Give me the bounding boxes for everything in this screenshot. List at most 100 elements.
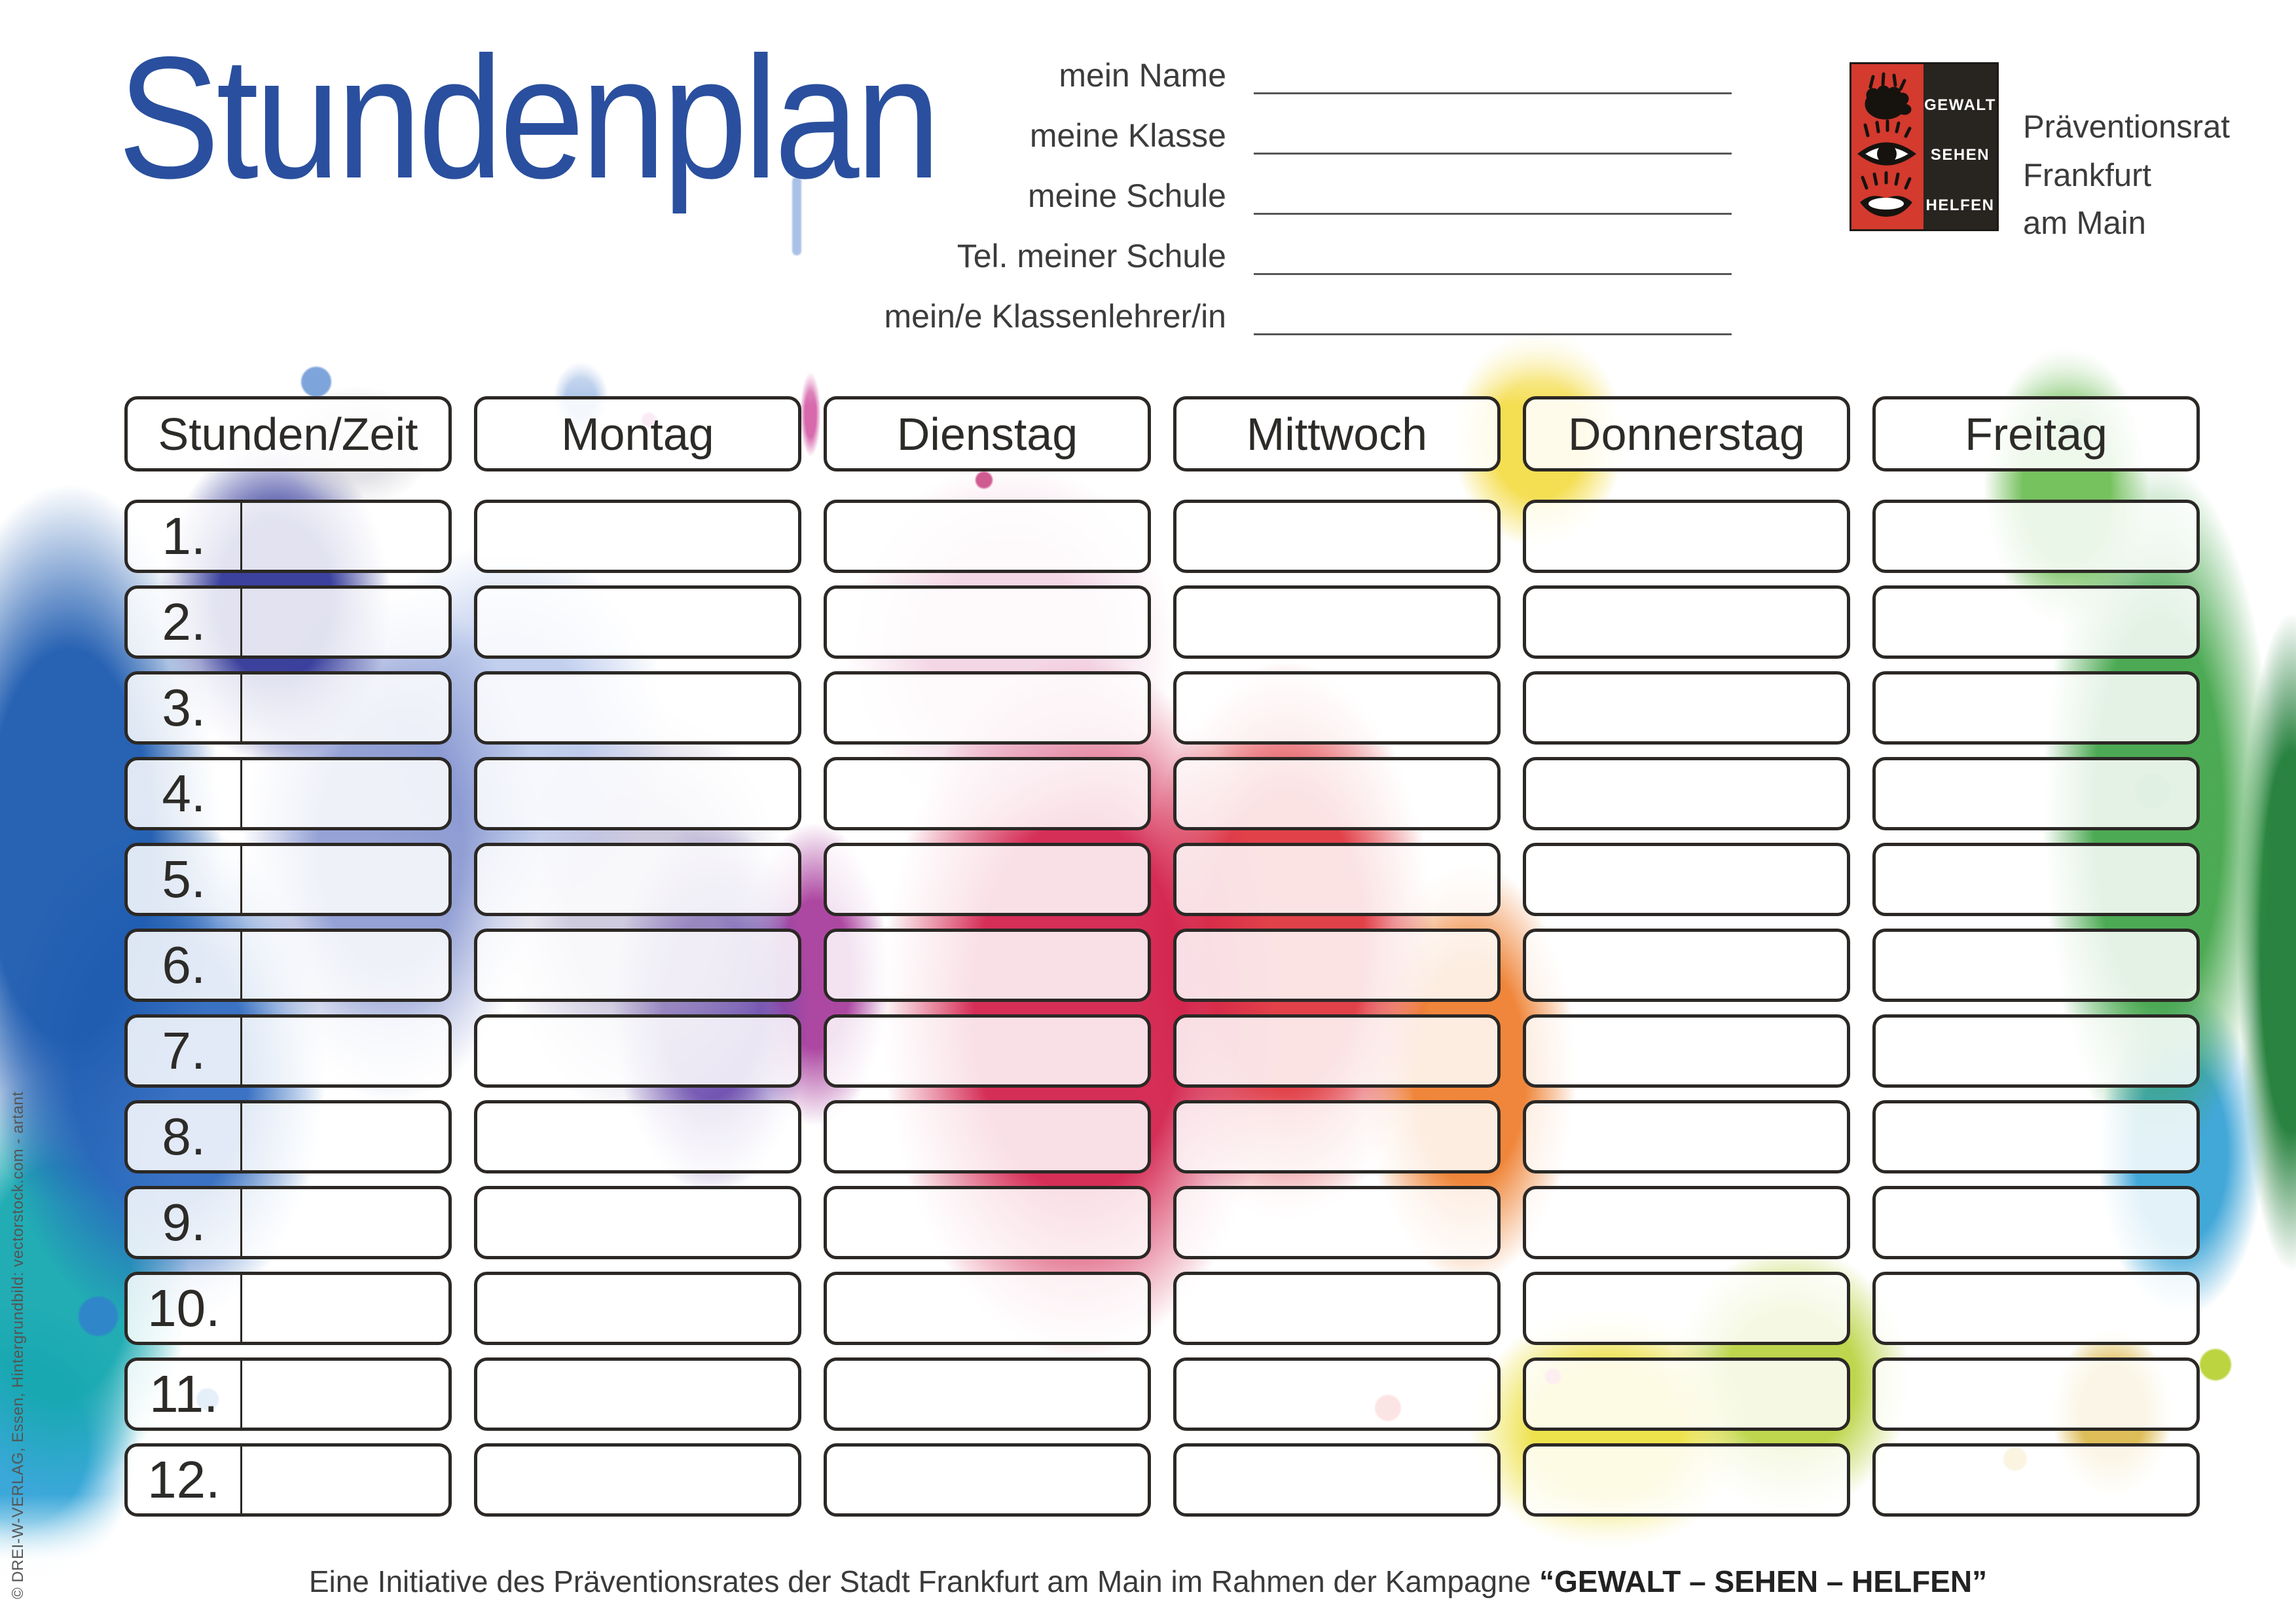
hour-cell-2[interactable]: 2. [124,585,452,659]
cell-freitag-10[interactable] [1872,1272,2200,1345]
cell-freitag-9[interactable] [1872,1186,2200,1259]
cell-dienstag-6[interactable] [824,929,1151,1002]
hour-cell-3[interactable]: 3. [124,671,452,745]
hour-divider [240,1103,242,1170]
cell-mittwoch-12[interactable] [1173,1443,1501,1517]
cell-donnerstag-12[interactable] [1523,1443,1850,1517]
cell-dienstag-2[interactable] [824,585,1151,659]
cell-montag-4[interactable] [474,757,801,830]
cell-mittwoch-2[interactable] [1173,585,1501,659]
school-phone-input-line[interactable] [1254,237,1732,275]
hour-divider [240,1189,242,1256]
cell-montag-12[interactable] [474,1443,801,1517]
hour-divider [240,1275,242,1342]
cell-donnerstag-8[interactable] [1523,1100,1850,1173]
cell-freitag-5[interactable] [1872,843,2200,916]
cell-freitag-12[interactable] [1872,1443,2200,1517]
cell-mittwoch-1[interactable] [1173,500,1501,573]
cell-donnerstag-7[interactable] [1523,1014,1850,1088]
hour-cell-7[interactable]: 7. [124,1014,452,1088]
timetable-grid: 1. 2. 3. 4. 5. 6. 7. 8. 9. 10. 11. 12. [124,500,2200,1517]
form-row-class: meine Klasse [717,117,1732,155]
cell-dienstag-4[interactable] [824,757,1151,830]
form-row-teacher: mein/e Klassenlehrer/in [717,297,1732,335]
logo-black-panel [1923,64,1997,229]
hour-divider [240,674,242,741]
cell-dienstag-3[interactable] [824,671,1151,745]
header-dienstag: Dienstag [824,396,1151,471]
school-input-line[interactable] [1254,177,1732,215]
cell-freitag-3[interactable] [1872,671,2200,745]
teacher-input-line[interactable] [1254,297,1732,335]
cell-mittwoch-10[interactable] [1173,1272,1501,1345]
hour-divider [240,1361,242,1428]
hour-cell-10[interactable]: 10. [124,1272,452,1345]
hour-cell-12[interactable]: 12. [124,1443,452,1517]
cell-dienstag-10[interactable] [824,1272,1151,1345]
cell-dienstag-5[interactable] [824,843,1151,916]
cell-donnerstag-5[interactable] [1523,843,1850,916]
cell-freitag-4[interactable] [1872,757,2200,830]
hour-cell-8[interactable]: 8. [124,1100,452,1173]
hour-cell-11[interactable]: 11. [124,1357,452,1431]
name-input-line[interactable] [1254,56,1732,94]
org-line-2: Frankfurt [2023,157,2152,193]
hour-divider [240,1447,242,1513]
cell-mittwoch-7[interactable] [1173,1014,1501,1088]
hour-divider [240,589,242,655]
cell-mittwoch-11[interactable] [1173,1357,1501,1431]
cell-donnerstag-3[interactable] [1523,671,1850,745]
cell-dienstag-1[interactable] [824,500,1151,573]
hour-divider [240,846,242,913]
cell-mittwoch-8[interactable] [1173,1100,1501,1173]
cell-mittwoch-5[interactable] [1173,843,1501,916]
hour-cell-6[interactable]: 6. [124,929,452,1002]
cell-montag-5[interactable] [474,843,801,916]
cell-dienstag-9[interactable] [824,1186,1151,1259]
cell-montag-6[interactable] [474,929,801,1002]
organization-name: Präventionsrat Frankfurt am Main [2023,103,2230,248]
student-info-form: mein Name meine Klasse meine Schule Tel.… [717,56,1732,358]
cell-donnerstag-6[interactable] [1523,929,1850,1002]
class-input-line[interactable] [1254,117,1732,155]
cell-dienstag-11[interactable] [824,1357,1151,1431]
cell-dienstag-8[interactable] [824,1100,1151,1173]
cell-dienstag-7[interactable] [824,1014,1151,1088]
cell-donnerstag-10[interactable] [1523,1272,1850,1345]
page-title: Stundenplan [118,21,941,215]
cell-freitag-11[interactable] [1872,1357,2200,1431]
cell-donnerstag-11[interactable] [1523,1357,1850,1431]
hour-divider [240,932,242,999]
cell-donnerstag-1[interactable] [1523,500,1850,573]
cell-freitag-1[interactable] [1872,500,2200,573]
hour-divider [240,760,242,827]
cell-mittwoch-4[interactable] [1173,757,1501,830]
hour-cell-4[interactable]: 4. [124,757,452,830]
cell-mittwoch-6[interactable] [1173,929,1501,1002]
cell-montag-7[interactable] [474,1014,801,1088]
cell-dienstag-12[interactable] [824,1443,1151,1517]
hour-number: 7. [162,1022,206,1080]
cell-donnerstag-9[interactable] [1523,1186,1850,1259]
cell-montag-11[interactable] [474,1357,801,1431]
hour-cell-1[interactable]: 1. [124,500,452,573]
cell-montag-3[interactable] [474,671,801,745]
cell-montag-9[interactable] [474,1186,801,1259]
cell-montag-2[interactable] [474,585,801,659]
cell-freitag-6[interactable] [1872,929,2200,1002]
cell-freitag-2[interactable] [1872,585,2200,659]
cell-donnerstag-4[interactable] [1523,757,1850,830]
cell-montag-1[interactable] [474,500,801,573]
cell-freitag-8[interactable] [1872,1100,2200,1173]
cell-mittwoch-3[interactable] [1173,671,1501,745]
org-line-1: Präventionsrat [2023,109,2230,145]
teacher-label: mein/e Klassenlehrer/in [884,298,1227,335]
hour-cell-9[interactable]: 9. [124,1186,452,1259]
cell-montag-10[interactable] [474,1272,801,1345]
cell-montag-8[interactable] [474,1100,801,1173]
hour-number: 9. [162,1193,206,1251]
cell-freitag-7[interactable] [1872,1014,2200,1088]
cell-donnerstag-2[interactable] [1523,585,1850,659]
cell-mittwoch-9[interactable] [1173,1186,1501,1259]
hour-cell-5[interactable]: 5. [124,843,452,916]
